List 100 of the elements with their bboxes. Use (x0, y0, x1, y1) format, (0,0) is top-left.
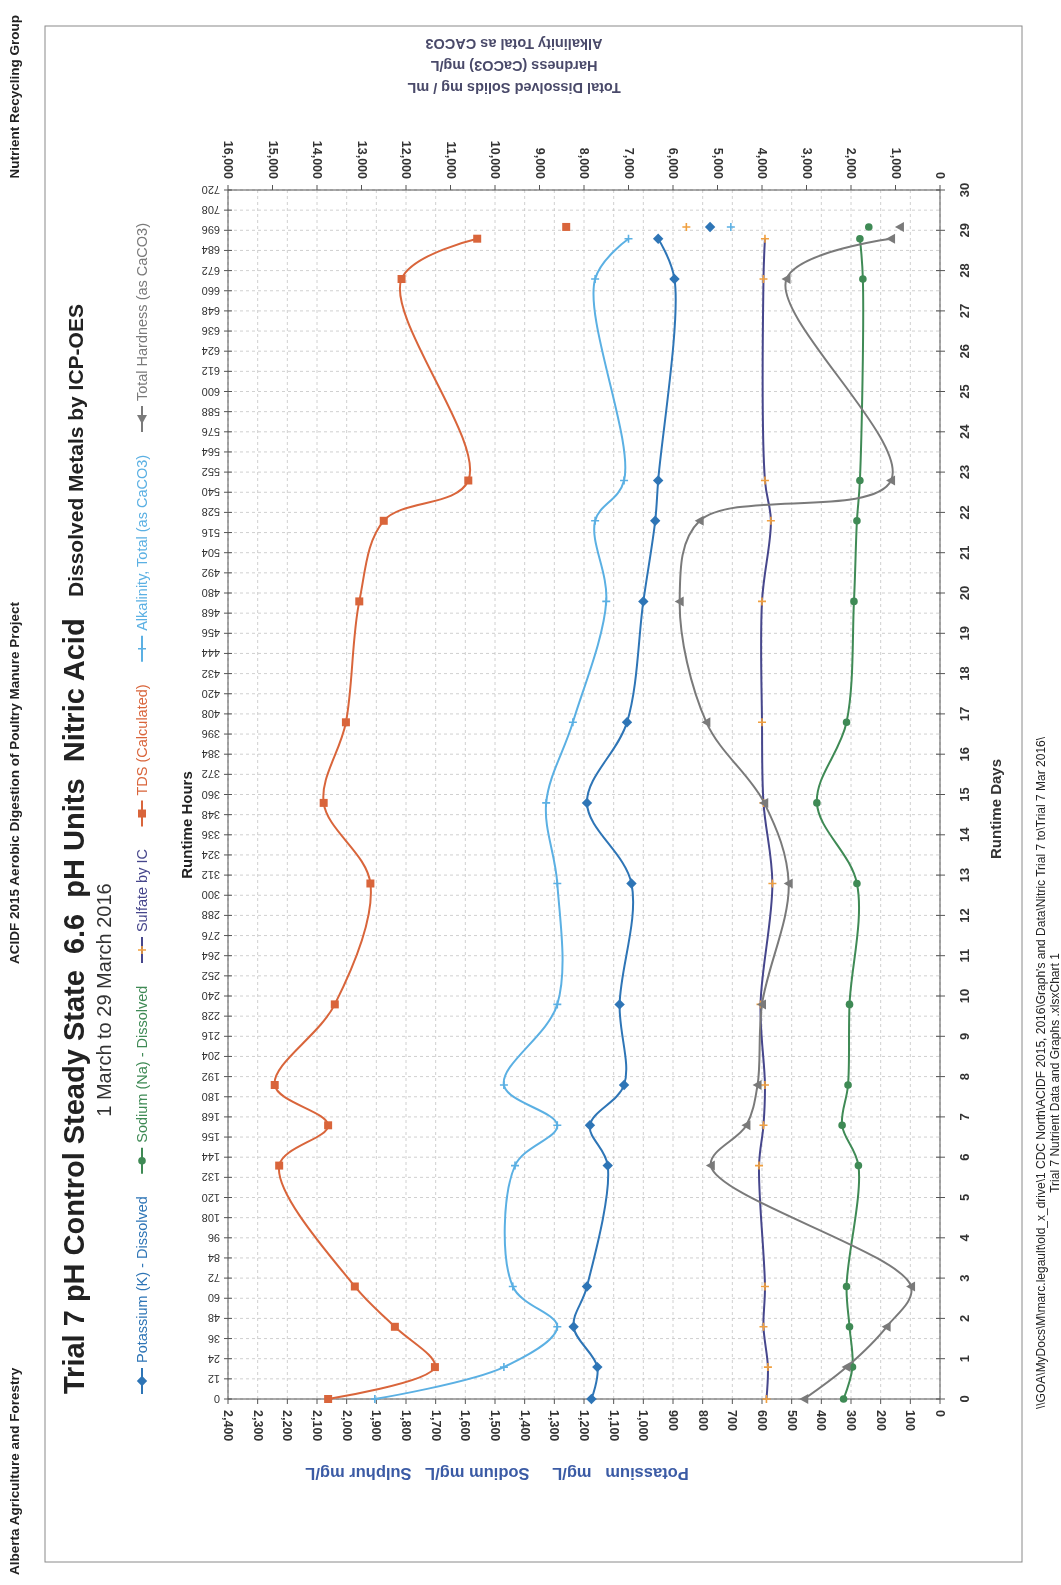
x2-tick-label: 2,000 (844, 147, 858, 180)
x2-axis-title: Total Dissolved Solids mg / mL Hardness (CaCO3) mg/L Alkalinity Total as CACO3 (407, 36, 621, 96)
y-tick-label: 708 (201, 204, 220, 217)
x-tick-label: 2,100 (310, 1410, 324, 1442)
x-tick-label: 800 (695, 1410, 710, 1431)
y-tick-label: 372 (201, 768, 220, 781)
y-tick-label: 216 (201, 1030, 220, 1043)
x-tick-label: 400 (814, 1410, 829, 1431)
x-tick-label: 1,200 (577, 1410, 591, 1442)
text: Total Hardness (as CaCO3) (134, 223, 150, 402)
y-tick-label: 360 (201, 788, 220, 801)
y-tick-label: 576 (201, 425, 220, 438)
y-tick-label: 528 (201, 506, 220, 519)
x-tick-label: 200 (873, 1410, 888, 1431)
x-tick-label: 1,100 (606, 1410, 621, 1442)
y-tick-label: 396 (201, 728, 220, 741)
text: Potassium (K) - Dissolved (134, 1196, 150, 1363)
y-tick-label: 600 (201, 385, 220, 398)
x2-tick-label: 8,000 (577, 147, 591, 180)
y-tick-label: 240 (201, 990, 220, 1002)
y-tick-label: 120 (201, 1191, 220, 1204)
y-tick-label: 228 (201, 1010, 220, 1023)
y-tick-label: 0 (213, 1393, 220, 1405)
x-tick-label: 1,700 (428, 1410, 443, 1442)
y2-tick-label: 12 (956, 908, 972, 923)
x2-tick-label: 9,000 (532, 147, 547, 180)
text: Sulfate by IC (134, 849, 150, 933)
y-tick-label: 96 (207, 1231, 220, 1244)
y2-tick-label: 17 (956, 706, 972, 722)
text: \\GOA\MyDocs\M\marc.legault\old_x_drive\1 CDC North\ACIDF 2015, 2016\Graph's and Data\Nitric Trial 7 to\Trial 7 Mar 2016\ (1034, 736, 1048, 1410)
x-tick-label: 1,600 (458, 1410, 473, 1442)
y-tick-label: 252 (201, 969, 220, 982)
x-tick-label: 500 (784, 1410, 799, 1431)
x-tick-label: 1,400 (517, 1410, 532, 1442)
y-tick-label: 180 (201, 1090, 220, 1103)
y2-axis-title: Runtime Days (986, 758, 1004, 860)
y-tick-label: 324 (201, 848, 220, 861)
y-tick-label: 384 (201, 748, 220, 761)
y-tick-label: 696 (201, 224, 220, 237)
x-tick-label: 700 (725, 1410, 740, 1431)
x-tick-label: 900 (666, 1410, 680, 1431)
y-tick-label: 468 (201, 607, 220, 620)
y-tick-label: 276 (201, 929, 220, 942)
text: Dissolved Metals by ICP-OES (63, 304, 87, 597)
y-tick-label: 60 (207, 1292, 220, 1305)
y-tick-label: 108 (201, 1211, 220, 1224)
x-axis-title: Potassium mg/L Sodium mg/L Sulphur mg/L (305, 1465, 689, 1483)
text: Alkalinity, Total (as CaCO3) (134, 454, 150, 631)
y-tick-label: 564 (201, 445, 220, 458)
y-tick-label: 432 (201, 667, 220, 680)
y-tick-label: 504 (201, 546, 220, 559)
y-tick-label: 540 (201, 486, 220, 499)
x2-tick-label: 3,000 (799, 147, 814, 180)
y-tick-label: 72 (207, 1272, 220, 1285)
x-tick-label: 0 (933, 1410, 947, 1417)
y2-tick-label: 19 (956, 626, 972, 641)
x-tick-label: 2,300 (250, 1410, 265, 1442)
x-tick-label: 100 (903, 1410, 918, 1431)
y2-tick-label: 9 (956, 1032, 972, 1040)
text: Alberta Agriculture and Forestry (6, 1367, 22, 1575)
y-tick-label: 168 (201, 1110, 220, 1123)
y-tick-label: 36 (207, 1332, 220, 1345)
x2-tick-label: 6,000 (666, 147, 680, 180)
y2-tick-label: 21 (956, 545, 972, 560)
y-tick-label: 480 (201, 587, 220, 599)
y2-tick-label: 8 (956, 1072, 972, 1081)
y2-tick-label: 13 (956, 867, 972, 883)
y-tick-label: 492 (201, 566, 220, 579)
y2-tick-label: 1 (956, 1355, 972, 1363)
y-tick-label: 408 (201, 707, 220, 720)
x2-tick-label: 10,000 (488, 140, 502, 180)
x-tick-label: 1,500 (488, 1410, 502, 1442)
y-tick-label: 144 (201, 1151, 220, 1164)
y2-tick-label: 10 (956, 988, 972, 1004)
y-tick-label: 312 (201, 869, 220, 882)
x2-tick-label: 1,000 (888, 147, 903, 180)
x2-tick-label: 15,000 (265, 140, 280, 180)
y-tick-label: 552 (201, 466, 220, 479)
y-tick-label: 288 (201, 909, 220, 922)
x-tick-label: 2,200 (280, 1410, 295, 1442)
y2-tick-label: 6 (956, 1153, 972, 1161)
y-tick-label: 12 (207, 1372, 220, 1385)
x2-tick-label: 4,000 (755, 147, 769, 180)
x-tick-label: 300 (844, 1410, 858, 1431)
y-tick-label: 636 (201, 325, 220, 338)
y-tick-label: 348 (201, 808, 220, 821)
y-tick-label: 192 (201, 1070, 220, 1083)
y2-tick-label: 24 (956, 423, 972, 440)
y2-tick-label: 15 (956, 787, 972, 802)
y-tick-label: 588 (201, 405, 220, 418)
y2-tick-label: 28 (956, 263, 972, 278)
x2-tick-label: 5,000 (710, 147, 725, 180)
x-tick-label: 1,300 (547, 1410, 562, 1442)
y2-tick-label: 22 (956, 505, 972, 520)
y2-tick-label: 3 (956, 1274, 972, 1282)
y2-tick-label: 29 (956, 223, 972, 238)
y-tick-label: 300 (201, 889, 220, 902)
y-tick-label: 672 (201, 264, 220, 277)
y-tick-label: 84 (207, 1251, 220, 1264)
y2-tick-label: 11 (956, 948, 972, 963)
